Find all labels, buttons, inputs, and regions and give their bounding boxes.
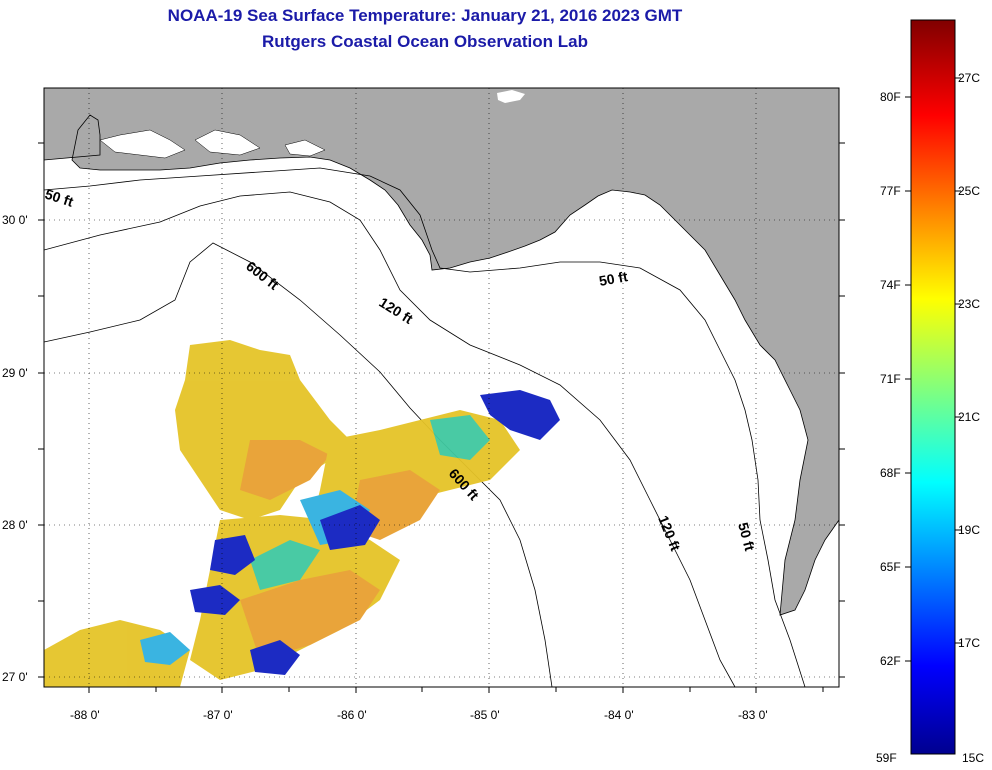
colorbar-f-77: 77F [880,184,901,198]
colorbar-f-65: 65F [880,560,901,574]
map-subtitle: Rutgers Coastal Ocean Observation Lab [262,32,588,51]
lat-label-27: 27 0' [2,670,28,684]
colorbar-f-80: 80F [880,90,901,104]
colorbar-c-21: 21C [958,410,980,424]
sst-data [44,340,560,687]
contour-label-50-east: 50 ft [598,268,629,289]
lat-label-28: 28 0' [2,518,28,532]
colorbar-f-71: 71F [880,372,901,386]
colorbar-f-59: 59F [876,751,897,765]
colorbar-f-62: 62F [880,654,901,668]
colorbar-c-17: 17C [958,636,980,650]
lon-label-84: -84 0' [604,708,634,722]
colorbar-c-19: 19C [958,523,980,537]
lon-label-87: -87 0' [203,708,233,722]
colorbar-c-25: 25C [958,184,980,198]
colorbar [910,19,956,755]
lon-label-86: -86 0' [337,708,367,722]
contour-600ft [44,242,553,687]
map-title: NOAA-19 Sea Surface Temperature: January… [167,6,683,25]
lat-label-29: 29 0' [2,366,28,380]
contour-120ft [44,191,736,687]
lon-label-85: -85 0' [470,708,500,722]
colorbar-c-23: 23C [958,297,980,311]
contour-label-50-south: 50 ft [735,521,758,553]
lon-label-83: -83 0' [738,708,768,722]
lat-label-30: 30 0' [2,213,28,227]
colorbar-f-68: 68F [880,466,901,480]
colorbar-c-15: 15C [962,751,984,765]
contour-50ft [44,167,806,687]
colorbar-c-27: 27C [958,71,980,85]
colorbar-f-74: 74F [880,278,901,292]
map-border [43,87,840,688]
lon-label-88: -88 0' [70,708,100,722]
